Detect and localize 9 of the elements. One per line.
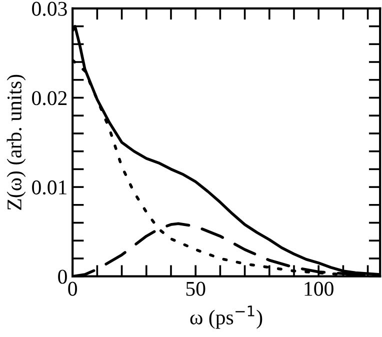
x-tick-label: 0 [68, 282, 77, 296]
x-tick-label: 50 [186, 282, 206, 296]
y-tick-label: 0.02 [32, 91, 67, 106]
y-axis-title: Z(ω) (arb. units) [6, 74, 26, 210]
y-tick-label: 0.03 [32, 2, 67, 16]
x-axis-title: ω (ps$^{−1}$) [190, 306, 262, 329]
x-tick-label: 100 [304, 282, 334, 296]
y-tick-label: 0 [58, 270, 67, 284]
y-tick-label: 0.01 [32, 180, 66, 195]
